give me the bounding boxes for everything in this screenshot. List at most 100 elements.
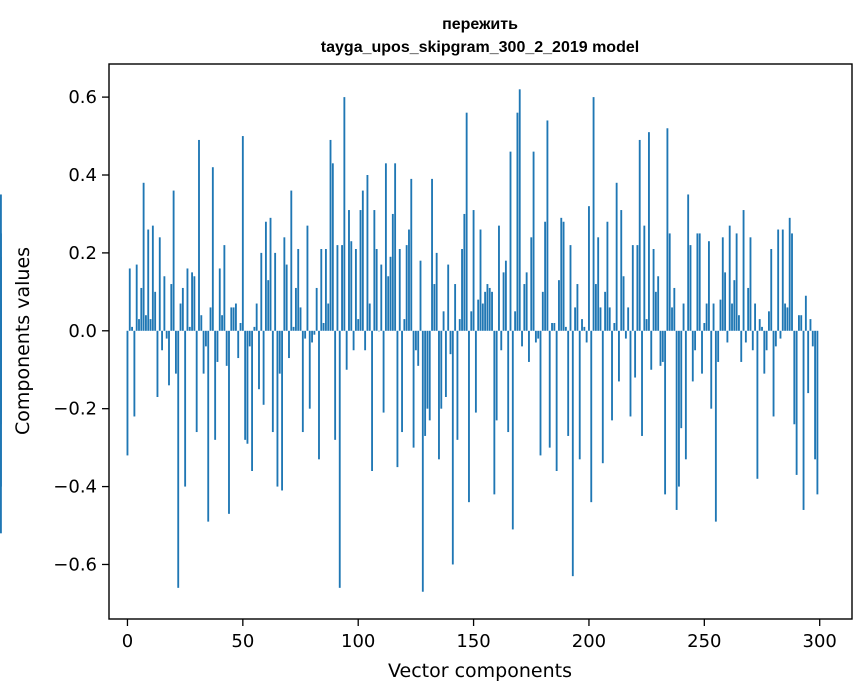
- bar: [627, 307, 630, 331]
- bar: [523, 284, 526, 331]
- bar: [701, 330, 703, 374]
- bar: [772, 330, 775, 417]
- bar: [424, 330, 427, 436]
- bar: [327, 303, 330, 331]
- bar: [641, 330, 643, 436]
- bar: [511, 330, 514, 530]
- bar: [791, 233, 793, 331]
- bar: [613, 323, 616, 331]
- bar: [278, 330, 281, 374]
- bar: [267, 280, 270, 331]
- bar: [449, 330, 452, 355]
- bar: [684, 330, 687, 460]
- bar: [712, 303, 715, 331]
- bar: [798, 315, 800, 331]
- bar: [479, 229, 482, 331]
- bar: [398, 249, 401, 331]
- bar: [435, 252, 438, 331]
- bar: [581, 319, 583, 331]
- bar: [606, 221, 609, 331]
- y-axis: −0.6 −0.4 −0.2 0.0 0.2 0.4 0.6: [53, 87, 109, 575]
- bar: [361, 190, 364, 331]
- bar: [714, 330, 717, 522]
- y-tick-label: 0.6: [68, 87, 97, 108]
- bar: [204, 330, 207, 347]
- bar: [389, 256, 392, 331]
- bar: [297, 249, 300, 331]
- bar: [488, 287, 491, 331]
- bar: [525, 272, 528, 331]
- plot-frame: [108, 63, 853, 620]
- bar: [271, 330, 274, 433]
- bar: [465, 112, 468, 331]
- bar: [558, 280, 560, 331]
- bar: [576, 284, 579, 331]
- bar: [269, 217, 272, 331]
- bar: [624, 330, 627, 339]
- bar: [532, 151, 535, 331]
- bar: [283, 237, 286, 331]
- bar: [548, 330, 551, 448]
- bar: [0, 194, 2, 331]
- bar: [567, 330, 570, 436]
- bar: [251, 330, 253, 471]
- bar: [786, 307, 789, 331]
- bar: [779, 330, 782, 339]
- bar: [198, 139, 200, 331]
- bar: [313, 330, 316, 335]
- bar: [696, 233, 699, 331]
- y-tick-label: 0.0: [68, 321, 97, 342]
- bar: [239, 323, 242, 331]
- bar: [304, 330, 307, 339]
- bar: [221, 315, 223, 331]
- bar: [322, 323, 325, 331]
- bar: [431, 178, 433, 331]
- bar: [620, 210, 623, 331]
- bar: [276, 330, 279, 487]
- bar: [675, 330, 678, 510]
- bar: [401, 330, 403, 433]
- bar: [147, 229, 150, 331]
- bar: [290, 190, 293, 331]
- bar: [747, 287, 750, 331]
- bar: [814, 330, 817, 460]
- bar: [564, 326, 567, 331]
- bar: [380, 264, 383, 331]
- bar: [770, 249, 773, 331]
- bar: [140, 287, 143, 331]
- bar: [763, 330, 766, 374]
- bar: [461, 249, 463, 331]
- bar: [768, 311, 770, 331]
- bar: [163, 276, 166, 331]
- x-tick-label: 200: [572, 631, 606, 652]
- bar: [749, 237, 752, 331]
- bar: [726, 330, 729, 343]
- x-tick-label: 300: [803, 631, 837, 652]
- bar: [264, 221, 267, 331]
- bar: [590, 330, 593, 503]
- bar: [348, 210, 350, 331]
- bar: [131, 326, 133, 331]
- bar: [410, 178, 413, 331]
- bar: [638, 139, 641, 331]
- bar: [414, 330, 417, 351]
- bar: [301, 330, 304, 433]
- bar: [495, 330, 498, 421]
- bar: [0, 330, 2, 425]
- bar: [659, 330, 662, 366]
- bar: [299, 307, 302, 331]
- bar: [504, 260, 507, 331]
- bar: [571, 330, 574, 577]
- y-tick-label: −0.2: [53, 399, 97, 420]
- x-axis-label: Vector components: [388, 660, 572, 682]
- bar: [793, 330, 796, 425]
- bar: [689, 245, 692, 331]
- bar: [588, 206, 590, 331]
- bar: [694, 330, 697, 351]
- y-tick-label: −0.4: [53, 477, 97, 498]
- bar: [405, 245, 408, 331]
- bar: [368, 303, 371, 331]
- bar: [214, 330, 217, 440]
- bar: [562, 221, 565, 331]
